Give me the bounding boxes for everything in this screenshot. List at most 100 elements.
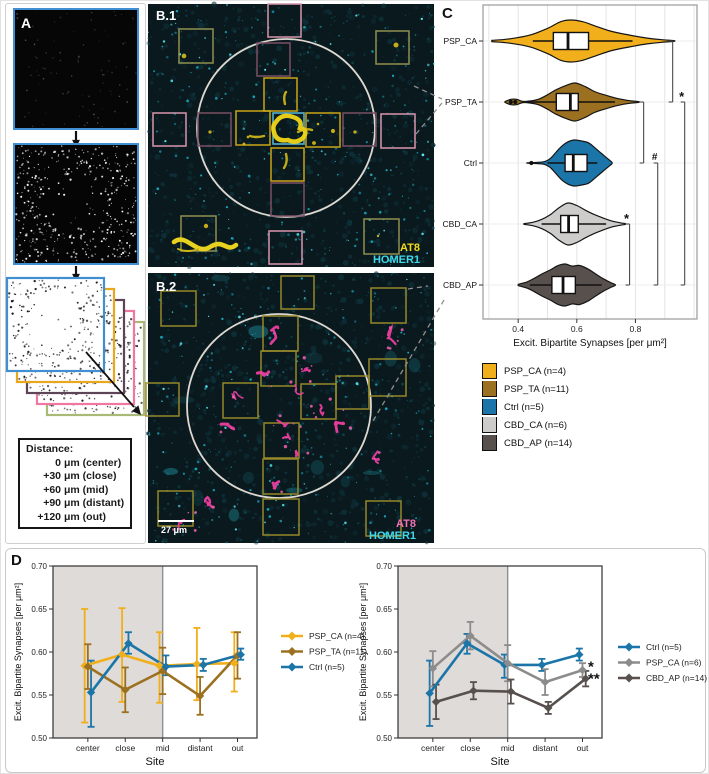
legend-item: CBD_AP (n=14) <box>482 434 572 452</box>
roi-square-yellow <box>270 147 305 182</box>
legend-swatch <box>482 435 497 451</box>
roi-square-olive <box>180 215 217 252</box>
roi-square-purple <box>197 112 232 147</box>
roi-square-olive <box>160 290 197 327</box>
sig-label: * <box>624 211 630 226</box>
legend-swatch <box>482 399 497 415</box>
y-tick-label: 0.50 <box>31 734 47 743</box>
legend-item: PSP_TA (n=11) <box>482 380 572 398</box>
distance-rows: 0 μm (center) +30 μm (close) +60 μm (mid) +90 μ… <box>26 457 128 525</box>
y-tick-label: 0.60 <box>376 648 392 657</box>
violin-category-label: PSP_TA <box>445 97 477 107</box>
panel-b1-letter: B.1 <box>156 8 176 23</box>
x-tick-label: close <box>460 743 480 753</box>
y-tick-label: 0.55 <box>376 691 392 700</box>
roi-square-pink <box>152 112 187 147</box>
roi-square-olive <box>262 458 299 495</box>
legend-swatch <box>482 417 497 433</box>
violin-category-label: CBD_CA <box>443 219 478 229</box>
roi-square-pink <box>380 113 416 149</box>
sig-annotation: * <box>588 659 594 676</box>
x-tick-label: center <box>76 743 100 753</box>
series-marker <box>466 631 475 640</box>
stain-label-at8: AT8 <box>400 242 420 254</box>
x-tick-label: distant <box>188 743 214 753</box>
violin-category-label: Ctrl <box>464 158 477 168</box>
chart-legend-label: Ctrl (n=5) <box>646 642 682 652</box>
stain-label-at8: AT8 <box>396 518 416 530</box>
x-axis-title: Site <box>491 756 510 768</box>
legend-label: PSP_TA (n=11) <box>504 383 569 395</box>
x-tick-label: close <box>115 743 135 753</box>
roi-square-olive <box>363 218 400 255</box>
legend-label: CBD_AP (n=14) <box>504 437 573 449</box>
y-tick-label: 0.50 <box>376 734 392 743</box>
legend-item: CBD_CA (n=6) <box>482 416 572 434</box>
roi-square-olive <box>280 275 315 310</box>
legend-item: PSP_CA (n=4) <box>482 362 572 380</box>
panel-a-graphic: A <box>5 8 146 417</box>
sig-label: * <box>679 89 685 104</box>
panel-c-violin-plot: PSP_CA PSP_TA Ctrl CBD_CA CBD_AP # * * 0.4 0.6 0.8… <box>443 4 698 349</box>
distance-row: +60 μm (mid) <box>43 483 109 496</box>
y-tick-label: 0.60 <box>31 648 47 657</box>
series-marker <box>431 697 441 707</box>
x-tick-label: 0.8 <box>630 324 642 334</box>
violin-category-label: PSP_CA <box>443 36 477 46</box>
x-tick-label: out <box>232 743 244 753</box>
panel-c-label: C <box>442 5 453 22</box>
roi-square-purple <box>342 112 377 147</box>
series-marker <box>161 662 171 671</box>
panel-b2-letter: B.2 <box>156 279 176 294</box>
x-tick-label: distant <box>533 743 559 753</box>
legend-label: CBD_CA (n=6) <box>504 419 568 431</box>
x-tick-label: out <box>577 743 589 753</box>
roi-square-olive <box>222 382 259 419</box>
x-tick-label: 0.4 <box>512 324 524 334</box>
panel-d-right-chart: 0.50 0.55 0.60 0.65 0.70 center close mid distan… <box>358 562 707 768</box>
distance-row: +120 μm (out) <box>37 510 106 523</box>
roi-square-olive <box>260 350 297 387</box>
y-axis-title: Excit. Bipartite Synapses [per μm²] <box>358 583 368 721</box>
chart-legend-label: PSP_CA (n=4) <box>309 631 365 641</box>
distance-title: Distance: <box>26 443 74 455</box>
violin-category-label: CBD_AP <box>443 280 477 290</box>
x-tick-label: 0.6 <box>571 324 583 334</box>
series-marker <box>578 665 587 675</box>
panel-c-legend: PSP_CA (n=4) PSP_TA (n=11) Ctrl (n=5) CBD_C… <box>482 362 572 452</box>
roi-square-olive <box>157 490 194 527</box>
series-marker <box>506 687 516 696</box>
panel-d-label: D <box>11 552 22 569</box>
sig-annotation: ** <box>588 671 600 688</box>
roi-square-yellow <box>235 110 271 146</box>
distance-row: +90 μm (distant) <box>43 497 125 509</box>
roi-square-purple <box>270 182 305 217</box>
roi-square-olive <box>365 500 402 537</box>
roi-square-pink <box>267 3 302 38</box>
legend-swatch <box>482 381 497 397</box>
roi-square-yellow <box>263 77 298 112</box>
y-axis-title: Excit. Bipartite Synapses [per μm²] <box>13 583 23 721</box>
panel-d-left-chart: 0.50 0.55 0.60 0.65 0.70 center close mid distan… <box>13 562 367 768</box>
x-tick-label: mid <box>156 743 170 753</box>
series-marker <box>155 661 164 670</box>
chart-legend-label: PSP_TA (n=11) <box>309 647 367 657</box>
chart-legend-label: PSP_CA (n=6) <box>646 658 702 668</box>
roi-square-pink <box>268 230 303 265</box>
roi-square-olive <box>145 382 180 417</box>
roi-square-purple <box>256 42 291 77</box>
stain-label-homer1: HOMER1 <box>373 254 420 266</box>
x-tick-label: mid <box>501 743 515 753</box>
distance-legend-box: Distance: 0 μm (center) +30 μm (close) +60 μm… <box>18 438 132 529</box>
legend-swatch <box>482 363 497 379</box>
violin-x-axis-title: Excit. Bipartite Synapses [per μm²] <box>513 338 667 349</box>
panel-a: A Distance: 0 μm (center) +30 μm (close) +60… <box>5 3 146 544</box>
y-tick-label: 0.65 <box>376 605 392 614</box>
legend-label: Ctrl (n=5) <box>504 401 544 413</box>
distance-row: 0 μm (center) <box>55 456 122 469</box>
x-axis-title: Site <box>146 756 165 768</box>
distance-row: +30 μm (close) <box>43 470 117 482</box>
y-tick-label: 0.70 <box>31 562 47 571</box>
